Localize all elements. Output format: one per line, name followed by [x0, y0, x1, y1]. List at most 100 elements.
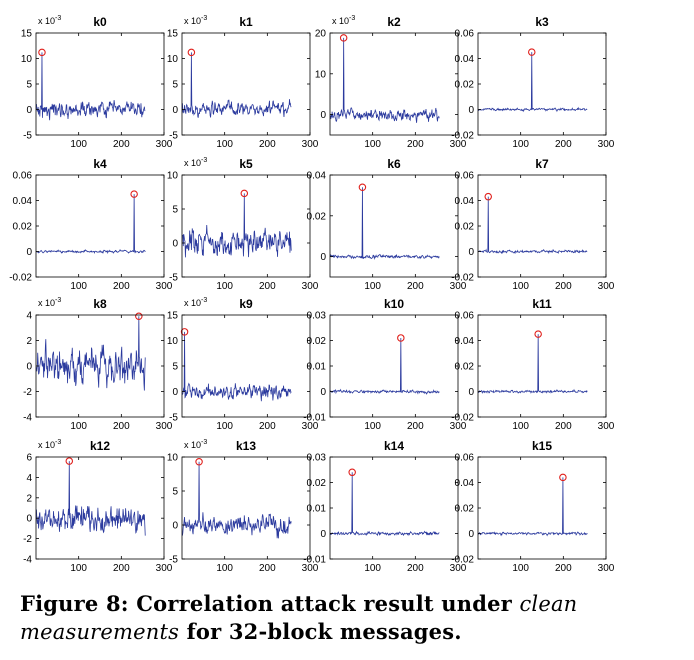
x-tick-label: 300	[450, 281, 467, 292]
figure-caption: Figure 8: Correlation attack result unde…	[20, 590, 684, 646]
y-tick-label: 0.02	[13, 222, 33, 233]
y-tick-label: 6	[26, 453, 32, 464]
x-tick-label: 300	[598, 563, 615, 574]
axes-box	[35, 32, 165, 136]
axes-box	[329, 174, 459, 278]
subplot-k9: k9 x 10-3 100 200 300 -5 0 5 10 15	[167, 297, 319, 432]
y-tick-label: 5	[26, 80, 32, 91]
x-tick-label: 200	[555, 563, 572, 574]
y-tick-label: 0	[26, 514, 32, 525]
y-tick-label: 0	[320, 252, 326, 263]
subplot-k13: k13 x 10-3 100 200 300 -5 0 5 10	[167, 439, 319, 574]
x-tick-label: 100	[364, 139, 381, 150]
subplot-k1: k1 x 10-3 100 200 300 -5 0 5 10 15	[167, 15, 319, 150]
x-tick-label: 200	[113, 563, 130, 574]
x-tick-label: 300	[302, 563, 319, 574]
y-tick-label: 10	[315, 69, 327, 80]
y-tick-label: 0	[468, 247, 474, 258]
x-tick-label: 100	[512, 139, 529, 150]
y-tick-label: 10	[167, 171, 179, 182]
x-tick-label: 200	[113, 139, 130, 150]
x-tick-label: 200	[259, 421, 276, 432]
subplot-k8: k8 x 10-3 100 200 300 -4 -2 0 2 4	[23, 297, 173, 432]
x-tick-label: 200	[407, 421, 424, 432]
y-tick-label: 0.03	[307, 311, 327, 322]
y-tick-label: 0	[468, 105, 474, 116]
data-series-line	[36, 194, 146, 255]
data-series-line	[330, 337, 440, 395]
y-tick-label: 4	[26, 473, 32, 484]
scale-exponent-label: x 10-3	[332, 15, 355, 26]
data-series-line	[330, 37, 440, 123]
y-tick-label: 15	[167, 311, 179, 322]
y-tick-label: 15	[167, 29, 179, 40]
scale-exponent-label: x 10-3	[38, 297, 61, 308]
data-series-line	[330, 187, 440, 260]
y-tick-label: 0.04	[13, 196, 33, 207]
x-tick-label: 100	[70, 281, 87, 292]
y-tick-label: 0.02	[455, 80, 475, 91]
data-series-line	[330, 472, 440, 537]
x-tick-label: 300	[598, 421, 615, 432]
y-tick-label: 0	[172, 521, 178, 532]
y-tick-label: 10	[167, 54, 179, 65]
subplot-title: k0	[93, 15, 107, 29]
y-tick-label: 5	[172, 487, 178, 498]
y-tick-label: -2	[23, 534, 32, 545]
scale-exponent-label: x 10-3	[184, 439, 207, 450]
x-tick-label: 100	[70, 563, 87, 574]
data-series-line	[478, 196, 588, 255]
y-tick-label: 5	[172, 205, 178, 216]
data-series-line	[36, 316, 146, 391]
axes-box	[477, 314, 607, 418]
y-tick-label: 0	[26, 362, 32, 373]
peak-marker	[358, 183, 367, 191]
y-tick-label: 5	[172, 80, 178, 91]
scale-exponent-label: x 10-3	[184, 15, 207, 26]
peak-marker	[484, 192, 492, 201]
y-tick-label: -0.02	[451, 413, 474, 424]
x-tick-label: 200	[259, 139, 276, 150]
data-series-line	[36, 52, 146, 121]
y-tick-label: 0.04	[455, 54, 475, 65]
y-tick-label: 0	[26, 105, 32, 116]
y-tick-label: 0.06	[13, 171, 33, 182]
subplot-title: k3	[535, 15, 549, 29]
y-tick-label: -5	[169, 413, 178, 424]
caption-text-after: for 32-block messages.	[186, 619, 462, 644]
y-tick-label: 0.02	[307, 478, 327, 489]
peak-marker	[195, 458, 203, 466]
data-series-line	[478, 477, 588, 537]
x-tick-label: 300	[302, 139, 319, 150]
y-tick-label: 0	[172, 239, 178, 250]
y-tick-label: 0	[468, 387, 474, 398]
data-series-line	[182, 52, 292, 118]
x-tick-label: 200	[259, 563, 276, 574]
data-series-line	[36, 461, 146, 536]
y-tick-label: 0.02	[455, 222, 475, 233]
y-tick-label: 0	[320, 529, 326, 540]
y-tick-label: 0	[320, 387, 326, 398]
x-tick-label: 300	[156, 421, 173, 432]
data-series-line	[478, 52, 588, 113]
x-tick-label: 100	[216, 563, 233, 574]
subplot-k5: k5 x 10-3 100 200 300 -5 0 5 10	[167, 157, 319, 292]
x-tick-label: 100	[364, 281, 381, 292]
y-tick-label: 0.06	[455, 29, 475, 40]
y-tick-label: 0.02	[307, 211, 327, 222]
axes-box	[181, 456, 311, 560]
y-tick-label: -0.02	[451, 131, 474, 142]
y-tick-label: 10	[167, 453, 179, 464]
y-tick-label: 0	[468, 529, 474, 540]
peak-marker	[180, 328, 189, 336]
x-tick-label: 100	[364, 563, 381, 574]
subplot-title: k4	[93, 157, 107, 171]
peak-marker	[65, 457, 74, 465]
subplot-title: k13	[236, 439, 256, 453]
scale-exponent-label: x 10-3	[184, 157, 207, 168]
